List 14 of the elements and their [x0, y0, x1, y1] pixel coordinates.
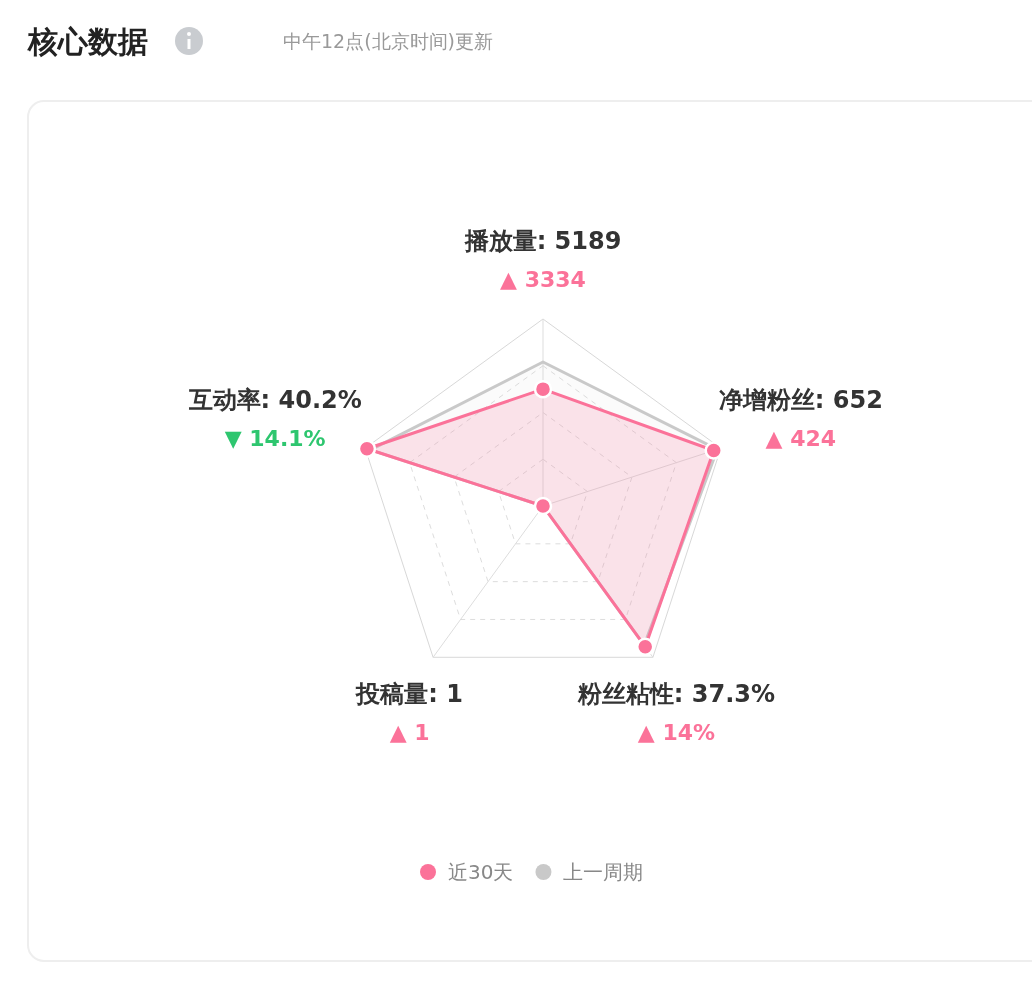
spoke-label: 互动率: 40.2%: [187, 386, 362, 415]
text: ▲ 3334: [500, 267, 586, 292]
legend-label: 上一周期: [563, 860, 644, 884]
spoke-label: 投稿量: 1: [355, 680, 463, 709]
text: ▲ 1: [389, 720, 430, 746]
text: ▲ 424: [765, 426, 837, 452]
spoke-label: 播放量: 5189: [463, 227, 622, 255]
spoke-label: 粉丝粘性: 37.3%: [576, 680, 776, 709]
legend-label: 近30天: [448, 860, 514, 884]
text: ▼ 14.1%: [224, 426, 326, 452]
text: ▲ 14%: [637, 720, 716, 746]
chart-subtitle: 中午12点(北京时间)更新: [283, 30, 494, 52]
spoke-label: 净增粉丝: 652: [718, 386, 883, 415]
chart-title: 核心数据: [27, 24, 148, 59]
